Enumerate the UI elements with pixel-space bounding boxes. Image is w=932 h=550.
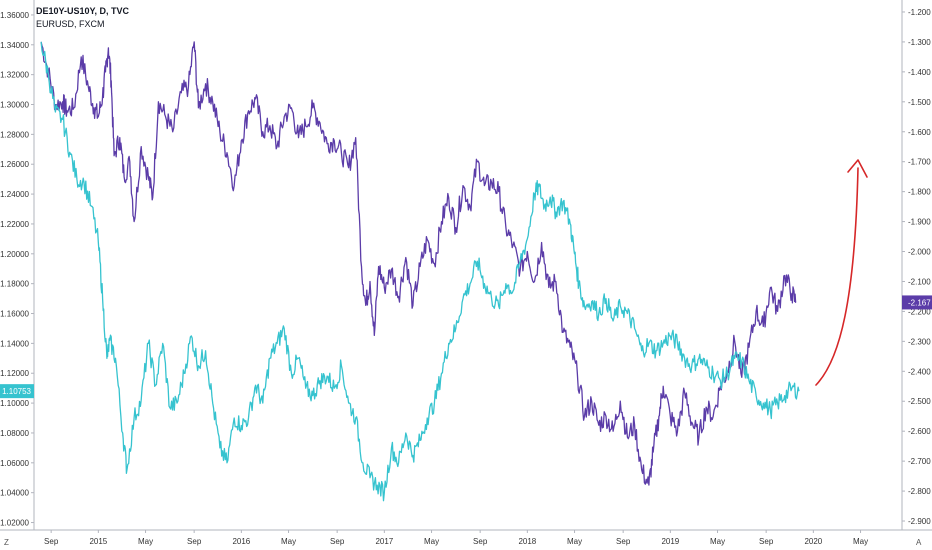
- x-axis-tick-label: 2020: [804, 537, 822, 546]
- x-axis-tick-label: 2015: [89, 537, 107, 546]
- left-axis-tick-label: 1.02000: [0, 519, 29, 528]
- left-axis-tick-label: 1.16000: [0, 310, 29, 319]
- x-axis-tick-label: Sep: [44, 537, 59, 546]
- series-de10y-us10y-line: [40, 41, 797, 486]
- left-axis-tick-label: 1.26000: [0, 160, 29, 169]
- x-axis-tick-label: May: [281, 537, 296, 546]
- left-axis-tick-label: 1.08000: [0, 429, 29, 438]
- right-axis-tick-label: -2.100: [908, 277, 931, 286]
- left-axis-tick-label: 1.24000: [0, 190, 29, 199]
- x-axis-tick-label: 2018: [518, 537, 536, 546]
- x-axis-tick-label: 2017: [375, 537, 393, 546]
- eurusd-last-value-label: 1.10753: [2, 387, 31, 396]
- left-axis-tick-label: 1.10000: [0, 399, 29, 408]
- chart-series: [40, 41, 800, 502]
- right-axis-tick-label: -2.800: [908, 487, 931, 496]
- left-axis-tick-label: 1.34000: [0, 41, 29, 50]
- legend-subtitle: EURUSD, FXCM: [36, 19, 105, 29]
- x-axis-tick-label: May: [710, 537, 725, 546]
- left-axis-tick-label: 1.14000: [0, 339, 29, 348]
- left-axis-tick-label: 1.20000: [0, 250, 29, 259]
- eurusd-last-value-badge: [0, 384, 34, 399]
- legend-title: DE10Y-US10Y, D, TVC: [36, 6, 130, 16]
- right-axis-tick-label: -2.400: [908, 367, 931, 376]
- right-axis-tick-label: -2.900: [908, 517, 931, 526]
- timezone-icon[interactable]: Z: [4, 538, 9, 547]
- left-axis-tick-label: 1.22000: [0, 220, 29, 229]
- right-axis-tick-label: -2.600: [908, 427, 931, 436]
- left-axis-tick-label: 1.18000: [0, 280, 29, 289]
- right-axis-tick-label: -2.200: [908, 307, 931, 316]
- right-axis-tick-label: -2.300: [908, 337, 931, 346]
- left-axis-tick-label: 1.30000: [0, 101, 29, 110]
- left-axis-tick-label: 1.04000: [0, 489, 29, 498]
- right-axis-tick-label: -1.900: [908, 218, 931, 227]
- left-axis-tick-label: 1.28000: [0, 130, 29, 139]
- axis-labels: 1.36000 1.34000 1.32000 1.30000 1.28000 1.260…: [0, 8, 932, 546]
- series-eurusd-line: [40, 41, 800, 502]
- x-axis-tick-label: 2016: [232, 537, 250, 546]
- auto-scale-icon[interactable]: A: [916, 538, 922, 547]
- forecast-arrow-line: [815, 167, 859, 386]
- x-axis-tick-label: May: [567, 537, 582, 546]
- right-axis-tick-label: -2.500: [908, 397, 931, 406]
- left-axis-tick-label: 1.32000: [0, 71, 29, 80]
- chart-axes: [0, 0, 932, 533]
- forecast-arrow-head: [847, 159, 868, 178]
- right-axis-tick-label: -2.700: [908, 457, 931, 466]
- x-axis-tick-label: Sep: [187, 537, 202, 546]
- right-axis-tick-label: -1.500: [908, 98, 931, 107]
- chart-annotation: [815, 159, 868, 386]
- x-axis-tick-label: Sep: [330, 537, 345, 546]
- x-axis-tick-label: May: [424, 537, 439, 546]
- spread-last-value-badge: [902, 295, 932, 310]
- left-axis-tick-label: 1.06000: [0, 459, 29, 468]
- x-axis-tick-label: Sep: [473, 537, 488, 546]
- right-axis-tick-label: -1.600: [908, 128, 931, 137]
- x-axis-tick-label: May: [138, 537, 153, 546]
- right-axis-tick-label: -1.800: [908, 188, 931, 197]
- x-axis-tick-label: Sep: [616, 537, 631, 546]
- left-axis-tick-label: 1.36000: [0, 11, 29, 20]
- right-axis-tick-label: -1.700: [908, 158, 931, 167]
- right-axis-tick-label: -2.000: [908, 248, 931, 257]
- right-axis-tick-label: -1.400: [908, 68, 931, 77]
- left-axis-tick-label: 1.12000: [0, 369, 29, 378]
- right-axis-tick-label: -1.200: [908, 8, 931, 17]
- x-axis-tick-label: May: [853, 537, 868, 546]
- x-axis-tick-label: Sep: [759, 537, 774, 546]
- spread-last-value-label: -2.167: [908, 298, 931, 307]
- x-axis-tick-label: 2019: [661, 537, 679, 546]
- right-axis-tick-label: -1.300: [908, 38, 931, 47]
